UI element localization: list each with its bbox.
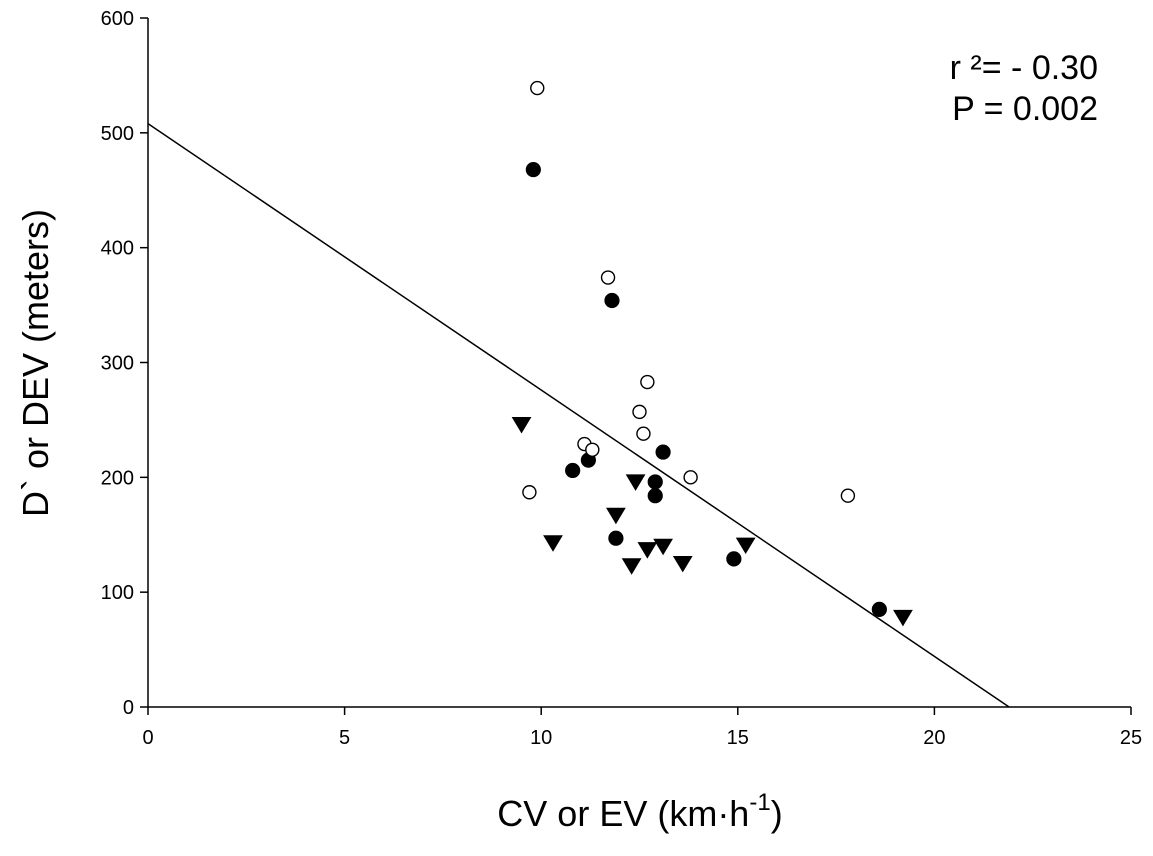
- open-circle-point: [840, 488, 856, 503]
- open-circle-point: [530, 80, 545, 96]
- triangle-point: [735, 537, 756, 555]
- filled-circle-point: [608, 530, 624, 546]
- triangle-point: [606, 507, 626, 525]
- triangle-point: [893, 609, 913, 627]
- y-tick-label: 500: [101, 123, 134, 145]
- y-axis-title: D` or DEV (meters): [15, 209, 56, 517]
- x-axis-title-end: ): [771, 793, 783, 834]
- x-tick-label: 15: [727, 727, 749, 749]
- open-circle-point: [632, 404, 647, 420]
- open-circle-point: [585, 442, 600, 457]
- y-tick-label: 200: [101, 467, 134, 489]
- filled-circle-point: [655, 444, 671, 460]
- open-circle-point: [683, 470, 698, 485]
- x-tick-label: 5: [339, 727, 350, 749]
- triangle-point: [637, 542, 658, 559]
- x-axis-title: CV or EV (km·h-1): [497, 789, 782, 834]
- x-tick-label: 20: [923, 727, 945, 749]
- triangle-point: [672, 555, 693, 573]
- filled-circle-point: [604, 292, 620, 309]
- filled-circle-point: [871, 601, 887, 617]
- regression-line-group: [147, 123, 1010, 708]
- p-value-annotation: P = 0.002: [952, 90, 1098, 128]
- y-tick-label: 0: [123, 697, 134, 719]
- regression-line: [147, 123, 1010, 708]
- triangle-point: [625, 474, 646, 491]
- triangle-point: [653, 538, 673, 556]
- filled-circle-point: [726, 551, 742, 567]
- y-tick-label: 300: [101, 353, 134, 375]
- x-tick-label: 10: [530, 727, 552, 749]
- filled-circle-point: [525, 161, 541, 178]
- x-axis-ticks: 0 5 10 15 20 25: [142, 707, 1142, 749]
- r-squared-annotation: r ²= - 0.30: [950, 49, 1098, 87]
- y-tick-label: 600: [101, 8, 134, 30]
- y-tick-label: 100: [101, 582, 134, 604]
- x-tick-label: 0: [142, 727, 153, 749]
- triangle-point: [511, 417, 532, 434]
- triangle-point: [543, 535, 563, 552]
- open-circle-point: [640, 374, 655, 390]
- y-axis-ticks: 0 100 200 300 400 500 600: [101, 8, 148, 719]
- triangle-point: [621, 558, 642, 575]
- filled-circle-point: [647, 488, 663, 504]
- filled-circle-point: [565, 462, 581, 479]
- data-points: [511, 80, 913, 627]
- x-axis-title-superscript: -1: [749, 789, 770, 816]
- x-tick-label: 25: [1120, 727, 1142, 749]
- x-axis-title-main: CV or EV (km·h: [497, 793, 749, 834]
- open-circle-point: [636, 426, 651, 441]
- y-tick-label: 400: [101, 238, 134, 260]
- open-circle-point: [600, 270, 616, 285]
- filled-circle-point: [647, 474, 663, 490]
- open-circle-point: [522, 485, 537, 500]
